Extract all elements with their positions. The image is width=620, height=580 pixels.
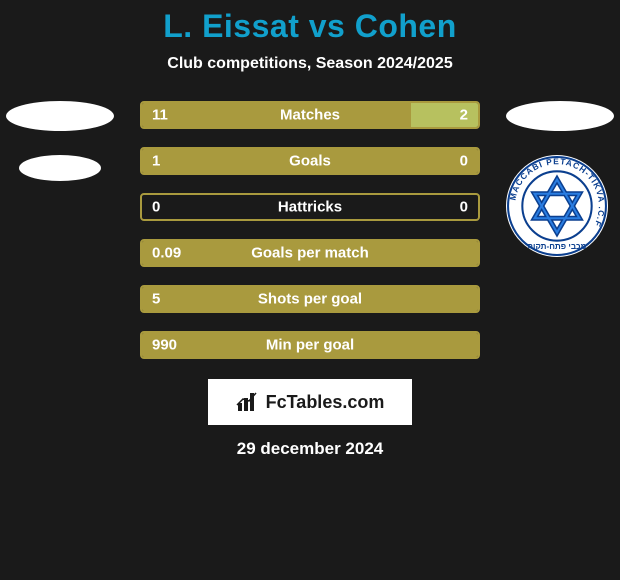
bar-label: Shots per goal	[258, 291, 362, 308]
player-right-column: MACCABI PETACH-TIKVA .C.F מכבי פתח-תקוה	[506, 101, 614, 257]
comparison-arena: MACCABI PETACH-TIKVA .C.F מכבי פתח-תקוה …	[0, 101, 620, 359]
chart-bars-icon	[236, 391, 260, 413]
bar-row: 1 0 Goals	[140, 147, 480, 175]
bar-value-right: 2	[460, 107, 468, 124]
svg-text:מכבי פתח-תקוה: מכבי פתח-תקוה	[528, 242, 587, 251]
bar-value-left: 5	[152, 291, 160, 308]
bar-row: 0.09 Goals per match	[140, 239, 480, 267]
bar-label: Goals per match	[251, 245, 369, 262]
subtitle: Club competitions, Season 2024/2025	[0, 55, 620, 73]
bar-value-left: 11	[152, 107, 168, 124]
bar-row: 5 Shots per goal	[140, 285, 480, 313]
bar-label: Min per goal	[266, 337, 354, 354]
page-title: L. Eissat vs Cohen	[0, 8, 620, 45]
bar-label: Goals	[289, 153, 331, 170]
bar-value-left: 0.09	[152, 245, 181, 262]
bar-value-right: 0	[460, 153, 468, 170]
bar-value-left: 990	[152, 337, 177, 354]
bar-value-left: 0	[152, 199, 160, 216]
bar-row: 0 0 Hattricks	[140, 193, 480, 221]
infographic-root: L. Eissat vs Cohen Club competitions, Se…	[0, 0, 620, 580]
bar-label: Matches	[280, 107, 340, 124]
maccabi-logo-icon: MACCABI PETACH-TIKVA .C.F מכבי פתח-תקוה	[506, 155, 608, 257]
bar-value-right: 0	[460, 199, 468, 216]
player-left-avatar-placeholder	[6, 101, 114, 131]
branding-text: FcTables.com	[266, 392, 385, 413]
player-left-club-placeholder	[19, 155, 101, 181]
bar-row: 11 2 Matches	[140, 101, 480, 129]
player-right-avatar-placeholder	[506, 101, 614, 131]
bar-fill-left	[142, 103, 411, 127]
bar-row: 990 Min per goal	[140, 331, 480, 359]
branding-badge: FcTables.com	[208, 379, 412, 425]
player-right-club-logo: MACCABI PETACH-TIKVA .C.F מכבי פתח-תקוה	[506, 155, 608, 257]
date-text: 29 december 2024	[0, 439, 620, 459]
bar-label: Hattricks	[278, 199, 342, 216]
comparison-bars: 11 2 Matches 1 0 Goals 0 0 Hattricks 0.09 Goals pe…	[140, 101, 480, 359]
bar-value-left: 1	[152, 153, 160, 170]
player-left-column	[6, 101, 114, 181]
